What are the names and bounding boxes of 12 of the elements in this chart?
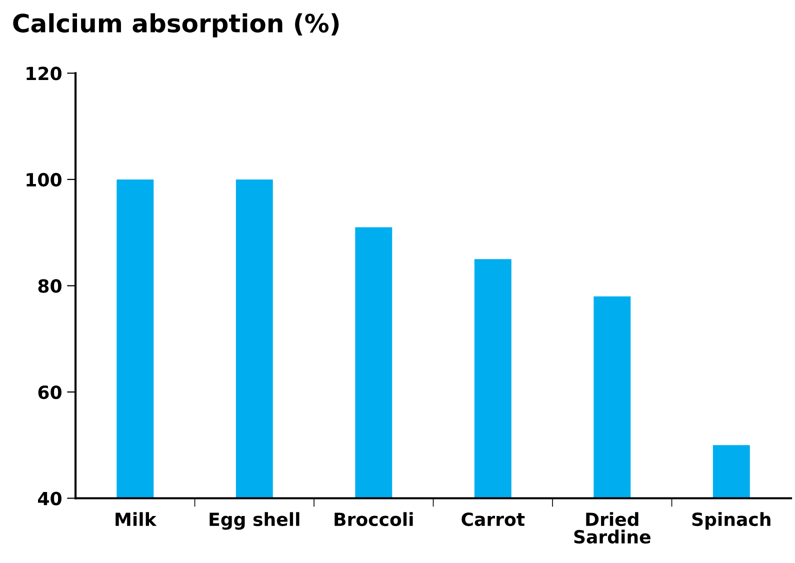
x-tick-label: Broccoli xyxy=(334,512,413,526)
x-tick-label: Egg shell xyxy=(210,512,300,530)
chart-title: Calcium absorption (%) xyxy=(13,13,339,38)
x-tick-label: Dried Sardine xyxy=(574,512,650,544)
y-tick-label: 100 xyxy=(26,172,62,187)
y-tick-label: 40 xyxy=(38,492,62,506)
x-tick-label: Milk xyxy=(116,512,157,526)
y-tick-label: 60 xyxy=(38,385,62,400)
x-tick-label: Spinach xyxy=(692,512,770,530)
y-tick-label: 120 xyxy=(26,66,62,80)
y-tick-label: 80 xyxy=(38,279,62,293)
x-tick-label: Carrot xyxy=(462,512,525,526)
